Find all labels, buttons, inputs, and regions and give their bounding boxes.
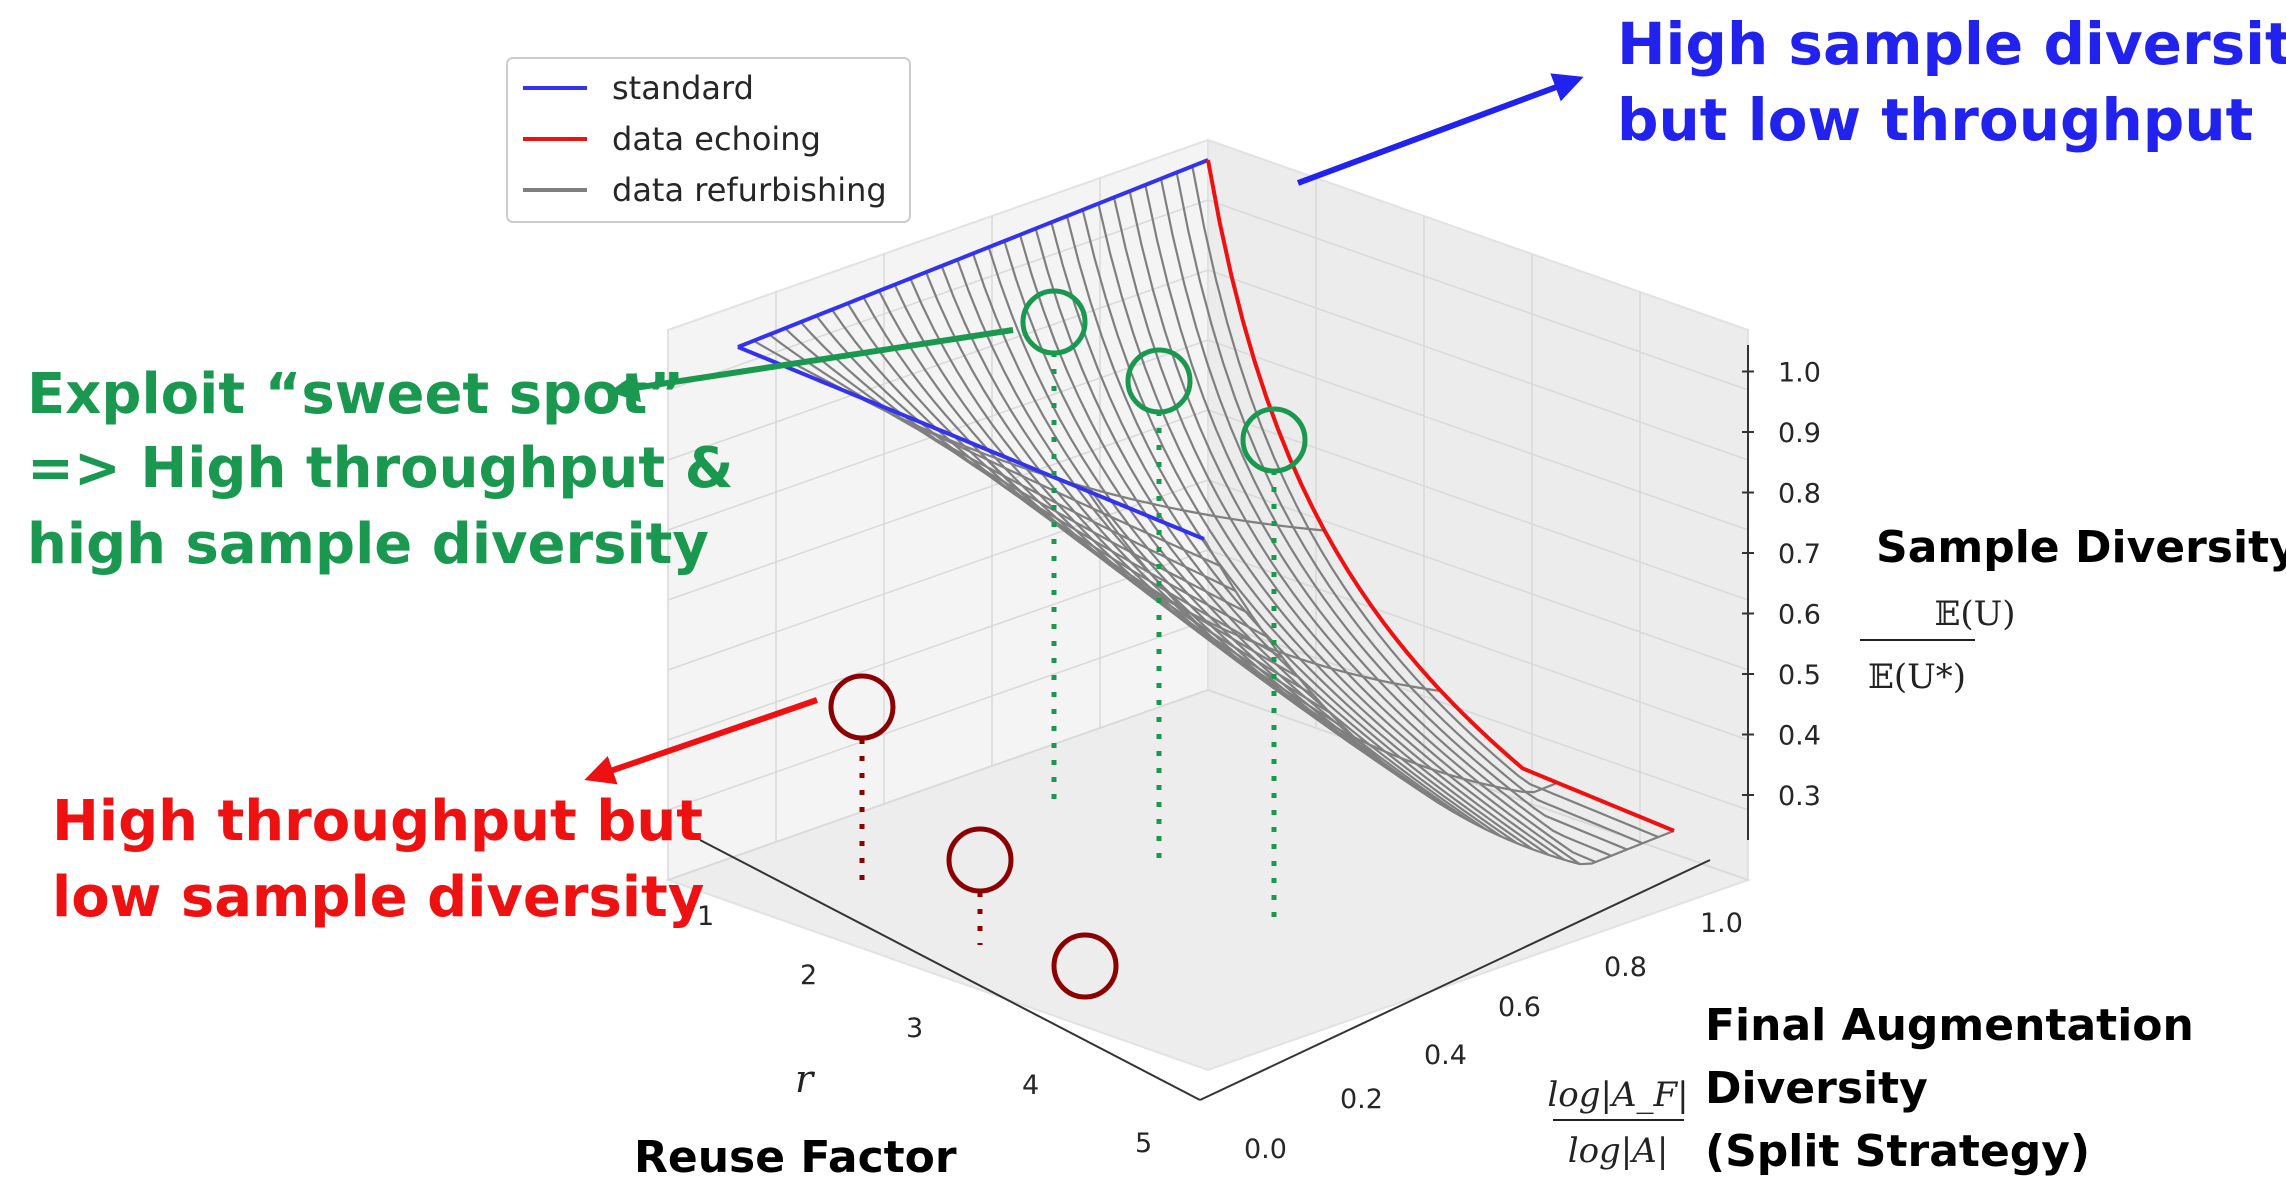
reuse-curve bbox=[1086, 490, 1558, 794]
reuse-curve bbox=[853, 394, 1325, 532]
reuse-curve bbox=[970, 442, 1442, 693]
x-axis-title: r Reuse Factor bbox=[634, 1057, 957, 1183]
x-tick-label: 1 bbox=[697, 901, 714, 932]
z-axis-symbol-denominator: 𝔼(U*) bbox=[1868, 657, 1966, 697]
y-axis-line bbox=[1199, 859, 1711, 1101]
x-axis-title-text: Reuse Factor bbox=[634, 1132, 957, 1183]
z-tick-label: 0.4 bbox=[1778, 721, 1821, 752]
legend-label-echoing: data echoing bbox=[612, 120, 821, 158]
legend-label-refurbishing: data refurbishing bbox=[612, 171, 887, 209]
grid-line bbox=[1207, 409, 1749, 601]
annotation-sweet-spot-line-2: => High throughput & bbox=[27, 436, 733, 501]
legend-label-standard: standard bbox=[612, 69, 754, 107]
surface bbox=[737, 158, 1675, 866]
y-tick-label: 1.0 bbox=[1700, 908, 1743, 939]
grid-line bbox=[1207, 619, 1749, 811]
series-lines bbox=[737, 158, 1675, 833]
z-tick-label: 0.9 bbox=[1778, 418, 1821, 449]
y-tick-label: 0.6 bbox=[1498, 992, 1541, 1023]
y-tick-label: 0.0 bbox=[1244, 1134, 1287, 1165]
annotation-sweet-spot: Exploit “sweet spot” => High throughput … bbox=[27, 327, 1014, 577]
z-tick-label: 0.3 bbox=[1778, 781, 1821, 812]
y-ticks: 0.0 0.2 0.4 0.6 0.8 1.0 bbox=[1244, 908, 1743, 1165]
grid-line bbox=[667, 549, 1209, 741]
standard-line bbox=[737, 158, 1209, 349]
y-axis-title: log|A_F| log|A| Final Augmentation Diver… bbox=[1547, 1000, 2193, 1177]
annotation-echoing: High throughput but low sample diversity bbox=[52, 697, 818, 930]
grid-line bbox=[667, 409, 1209, 601]
legend: standard data echoing data refurbishing bbox=[506, 57, 911, 223]
z-tick-label: 0.6 bbox=[1778, 600, 1821, 631]
z-axis-title-text: Sample Diversity bbox=[1876, 522, 2286, 573]
legend-box bbox=[506, 57, 911, 223]
x-ticks: 1 2 3 4 5 bbox=[697, 901, 1152, 1159]
standard-line bbox=[737, 345, 1205, 541]
y-axis-title-line-1: Final Augmentation bbox=[1705, 1000, 2194, 1051]
annotation-echoing-line-2: low sample diversity bbox=[52, 865, 704, 930]
y-axis-title-line-3: (Split Strategy) bbox=[1705, 1126, 2090, 1177]
grid-line bbox=[667, 199, 1209, 391]
grid-line bbox=[667, 619, 1209, 811]
z-tick-label: 1.0 bbox=[1778, 358, 1821, 389]
z-tick-label: 0.7 bbox=[1778, 539, 1821, 570]
y-tick-label: 0.8 bbox=[1604, 952, 1647, 983]
echoing-marker bbox=[1051, 932, 1119, 1000]
grid-lines bbox=[667, 178, 1749, 881]
grid-line bbox=[1207, 339, 1749, 531]
grid-line bbox=[1207, 479, 1749, 671]
echoing-marker bbox=[946, 826, 1014, 894]
axis-edges bbox=[699, 345, 1749, 1101]
markers bbox=[828, 288, 1308, 1000]
annotation-echoing-arrow bbox=[584, 697, 818, 785]
y-tick-label: 0.2 bbox=[1340, 1084, 1383, 1115]
x-tick-label: 5 bbox=[1135, 1128, 1152, 1159]
z-axis-symbol-numerator: 𝔼(U) bbox=[1934, 594, 2015, 634]
z-tick-label: 0.5 bbox=[1778, 660, 1821, 691]
annotation-echoing-line-1: High throughput but bbox=[52, 789, 703, 854]
annotation-sweet-spot-line-1: Exploit “sweet spot” bbox=[27, 362, 684, 427]
grid-line bbox=[1207, 199, 1749, 391]
grid-line bbox=[1207, 269, 1749, 461]
y-axis-symbol-denominator: log|A| bbox=[1568, 1131, 1669, 1171]
annotation-standard-arrow bbox=[1296, 73, 1584, 186]
data-echoing-line bbox=[1206, 159, 1675, 833]
y-tick-label: 0.4 bbox=[1424, 1040, 1467, 1071]
x-axis-line bbox=[699, 839, 1201, 1101]
reuse-curve bbox=[1203, 538, 1675, 866]
z-axis-title: Sample Diversity 𝔼(U) 𝔼(U*) bbox=[1860, 522, 2286, 697]
annotation-standard-line-2: but low throughput bbox=[1617, 86, 2253, 154]
grid-line bbox=[1207, 689, 1749, 881]
x-axis-symbol: r bbox=[795, 1057, 816, 1101]
x-tick-label: 3 bbox=[906, 1013, 923, 1044]
annotation-standard-line-1: High sample diversity bbox=[1617, 10, 2286, 78]
annotation-standard: High sample diversity but low throughput bbox=[1296, 10, 2286, 186]
annotation-sweet-spot-arrow bbox=[609, 327, 1014, 403]
echoing-marker bbox=[828, 673, 896, 741]
x-tick-label: 4 bbox=[1022, 1070, 1039, 1101]
z-ticks: 0.3 0.4 0.5 0.6 0.7 0.8 0.9 1.0 bbox=[1742, 358, 1821, 812]
z-tick-label: 0.8 bbox=[1778, 479, 1821, 510]
grid-line bbox=[667, 689, 1209, 881]
annotation-sweet-spot-line-3: high sample diversity bbox=[27, 512, 709, 577]
y-axis-symbol-numerator: log|A_F| bbox=[1547, 1075, 1688, 1115]
y-axis-title-line-2: Diversity bbox=[1705, 1063, 1928, 1114]
x-tick-label: 2 bbox=[800, 960, 817, 991]
